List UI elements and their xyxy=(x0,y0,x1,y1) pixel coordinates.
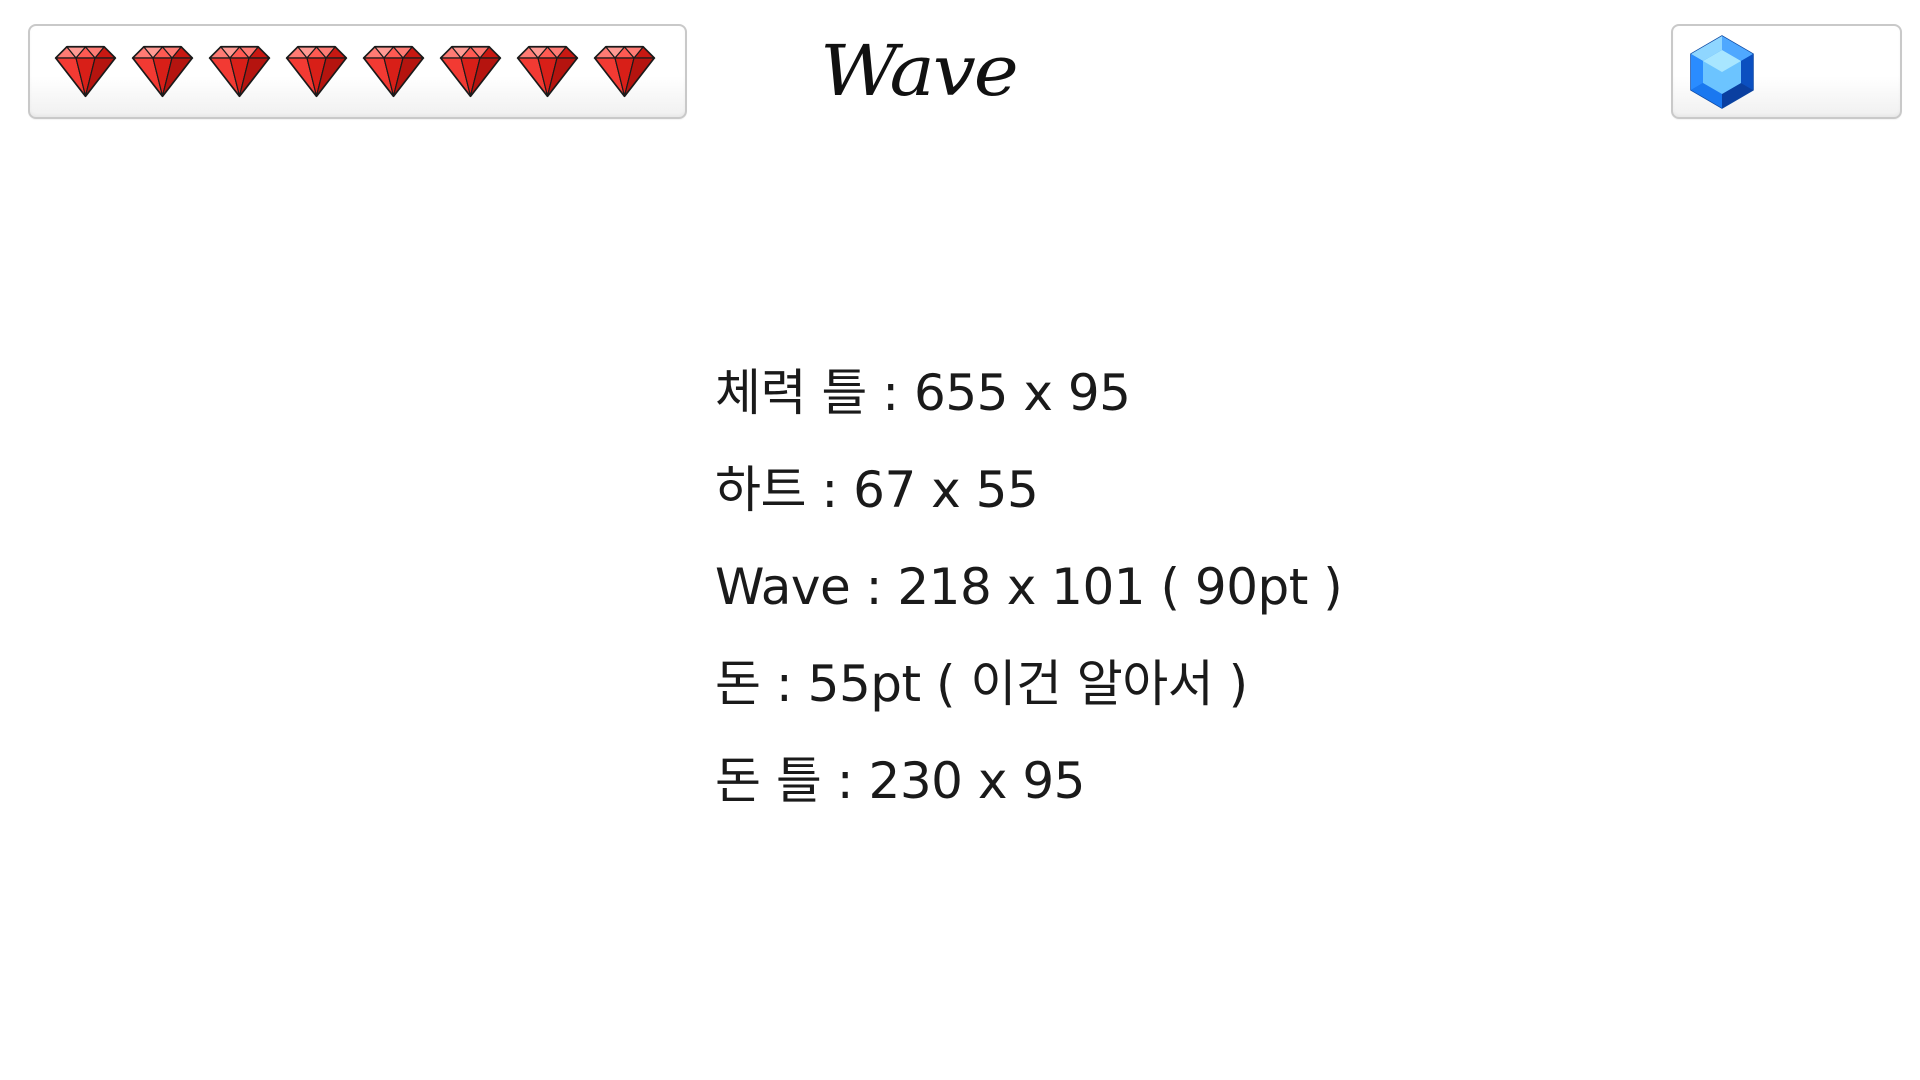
note-money: 돈 : 55pt ( 이건 알아서 ) xyxy=(715,655,1248,713)
ruby-heart-icon xyxy=(54,45,117,98)
money-frame xyxy=(1671,24,1902,119)
ruby-heart-icon xyxy=(439,45,502,98)
ruby-heart-icon xyxy=(593,45,656,98)
ruby-heart-icon xyxy=(208,45,271,98)
ruby-heart-icon xyxy=(516,45,579,98)
blue-gem-icon xyxy=(1690,34,1754,109)
note-money-frame: 돈 틀 : 230 x 95 xyxy=(715,752,1085,810)
note-heart: 하트 : 67 x 55 xyxy=(715,461,1039,519)
health-bar-frame xyxy=(28,24,687,119)
note-health-frame: 체력 틀 : 655 x 95 xyxy=(715,364,1131,422)
wave-title: Wave xyxy=(820,29,1019,112)
note-wave: Wave : 218 x 101 ( 90pt ) xyxy=(715,558,1343,616)
spec-notes: 체력 틀 : 655 x 95 하트 : 67 x 55 Wave : 218 … xyxy=(715,360,1615,845)
ruby-heart-icon xyxy=(362,45,425,98)
ruby-heart-icon xyxy=(131,45,194,98)
ruby-heart-icon xyxy=(285,45,348,98)
